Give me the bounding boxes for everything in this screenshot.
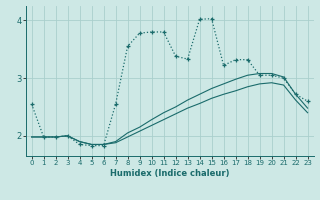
X-axis label: Humidex (Indice chaleur): Humidex (Indice chaleur) (110, 169, 229, 178)
